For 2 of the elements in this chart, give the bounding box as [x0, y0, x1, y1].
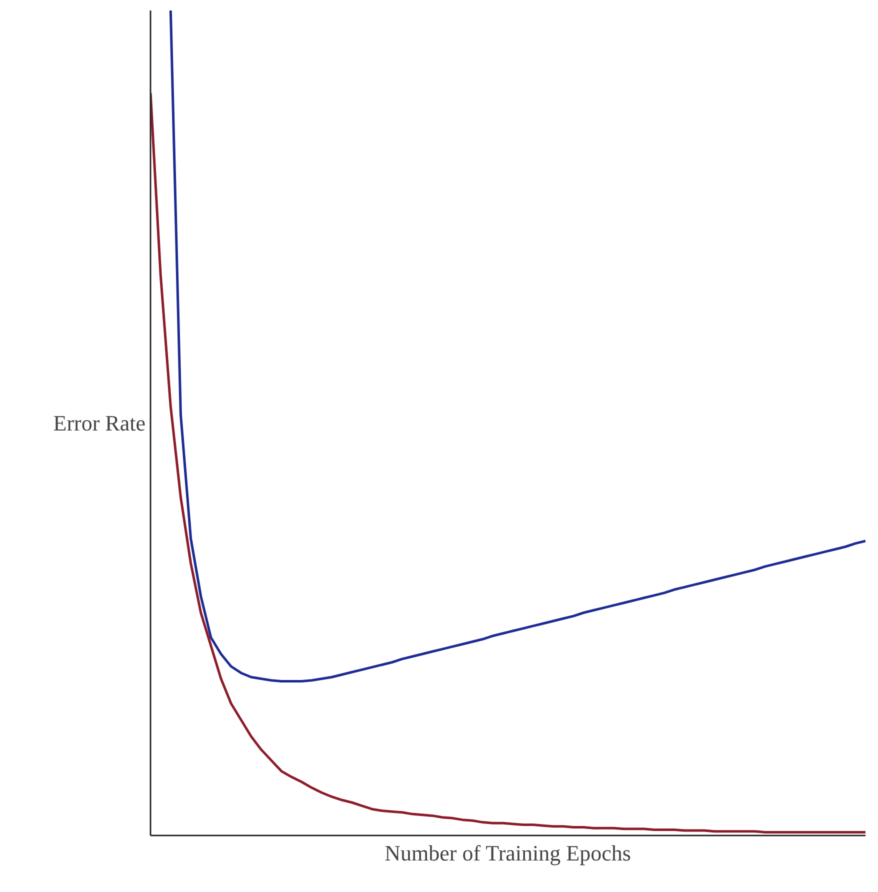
x-axis-title: Number of Training Epochs [384, 840, 631, 866]
y-axis-title: Error Rate [53, 410, 146, 436]
